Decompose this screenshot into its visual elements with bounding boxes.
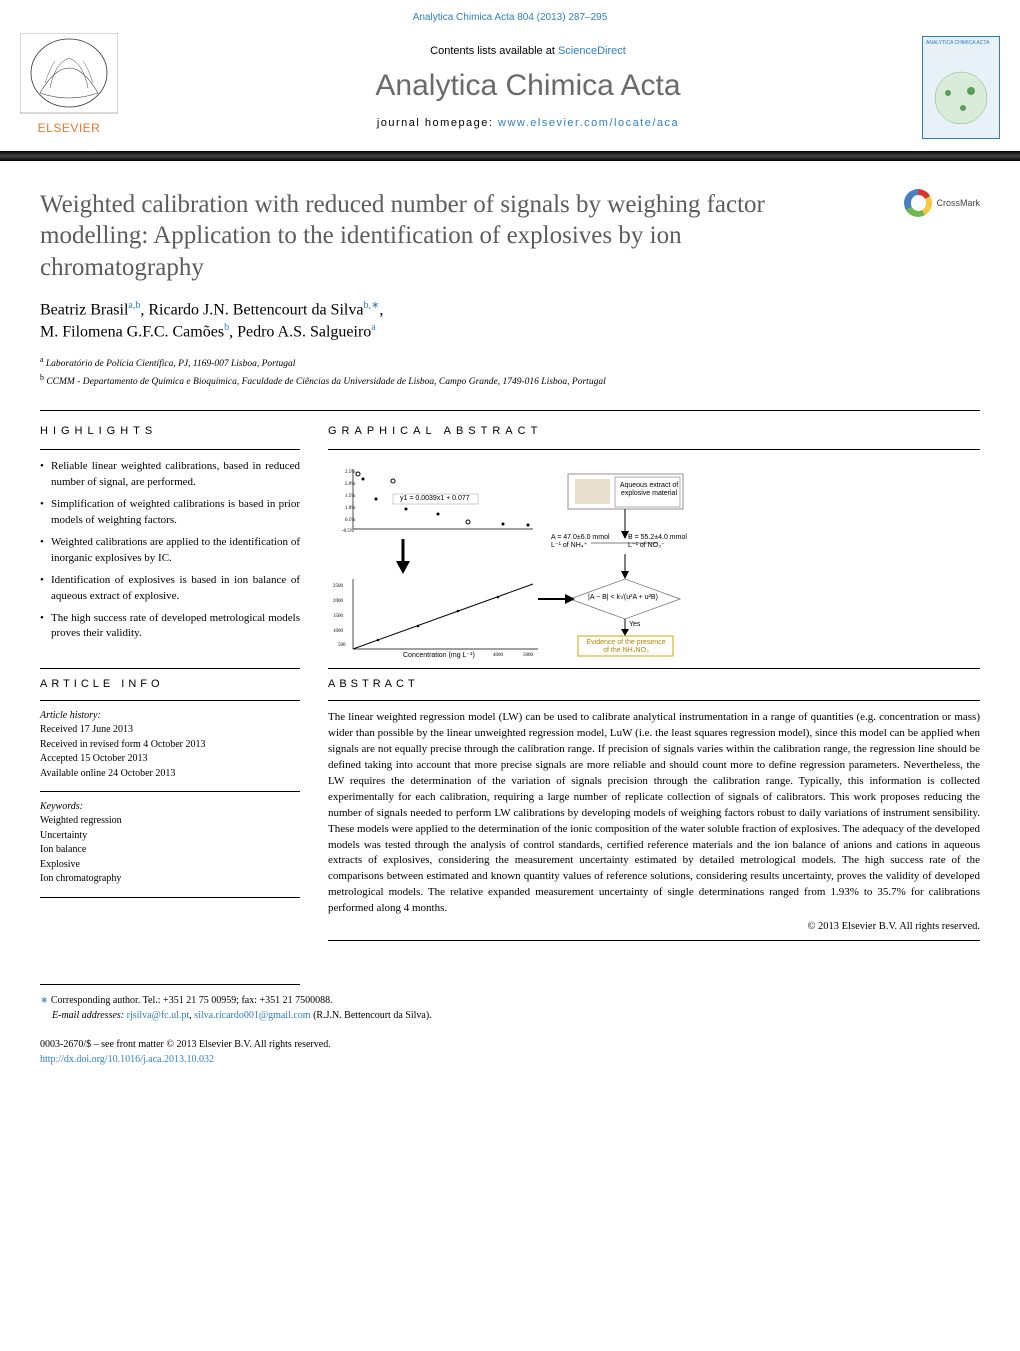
corresp-star[interactable]: ∗ (371, 300, 379, 311)
header-divider (0, 151, 1020, 161)
svg-text:1.0%: 1.0% (345, 506, 355, 511)
online-date: Available online 24 October 2013 (40, 767, 300, 782)
corresp-text: Corresponding author. Tel.: +351 21 75 0… (51, 995, 333, 1006)
cover-label: ANALYTICA CHIMICA ACTA (923, 37, 999, 49)
footer-correspondence: ∗ Corresponding author. Tel.: +351 21 75… (0, 985, 1020, 1023)
journal-cover-thumbnail: ANALYTICA CHIMICA ACTA (922, 36, 1000, 139)
svg-text:-0.5%: -0.5% (342, 529, 354, 534)
ga-result-b: B = 55.2±4.0 mmol L⁻¹ of NO₃⁻ (628, 534, 698, 549)
ga-xlabel: Concentration (mg L⁻¹) (403, 651, 475, 659)
highlights-list: Reliable linear weighted calibrations, b… (40, 459, 300, 642)
revised-date: Received in revised form 4 October 2013 (40, 738, 300, 753)
author-3: M. Filomena G.F.C. Camões (40, 324, 224, 341)
graphical-abstract-image: 2.5% 2.0% 1.5% 1.0% 0.5% -0.5% (328, 459, 708, 659)
abs-rule (328, 700, 980, 701)
copyright-line: © 2013 Elsevier B.V. All rights reserved… (328, 921, 980, 932)
abs-top-rule (328, 668, 980, 669)
keyword: Uncertainty (40, 829, 300, 844)
author-4-aff[interactable]: a (371, 322, 375, 333)
highlight-item: The high success rate of developed metro… (40, 611, 300, 643)
abstract-text: The linear weighted regression model (LW… (328, 710, 980, 917)
crossmark-icon (904, 189, 932, 217)
ai-top-rule (40, 668, 300, 669)
article-info-heading: ARTICLE INFO (40, 678, 300, 690)
issn-line: 0003-2670/$ – see front matter © 2013 El… (40, 1037, 980, 1052)
history-label: Article history: (40, 710, 300, 721)
author-2: Ricardo J.N. Bettencourt da Silva (148, 301, 363, 318)
svg-text:2.5%: 2.5% (345, 470, 355, 475)
ga-evidence: Evidence of the presence of the NH₄NO₃ (584, 639, 668, 654)
masthead: ELSEVIER Contents lists available at Sci… (0, 29, 1020, 151)
crossmark-badge[interactable]: CrossMark (904, 189, 980, 217)
keyword: Ion chromatography (40, 872, 300, 887)
affiliation-a: Laboratório de Polícia Científica, PJ, 1… (46, 359, 295, 369)
ga-result-a: A = 47.0±6.0 mmol L⁻¹ of NH₄⁺ (551, 534, 621, 549)
authors-line: Beatriz Brasila,b, Ricardo J.N. Bettenco… (40, 299, 980, 344)
highlight-item: Simplification of weighted calibrations … (40, 497, 300, 529)
ga-rule (328, 449, 980, 450)
svg-text:2000: 2000 (333, 599, 344, 604)
homepage-link[interactable]: www.elsevier.com/locate/aca (498, 117, 679, 129)
ga-aq-box: Aqueous extract of explosive material (619, 482, 679, 499)
svg-text:2.0%: 2.0% (345, 482, 355, 487)
author-2-aff[interactable]: b, (363, 300, 371, 311)
ga-ineq: |A − B| < k√(u²A + u²B) (588, 594, 658, 601)
rule-1 (40, 410, 980, 411)
highlight-item: Identification of explosives is based in… (40, 573, 300, 605)
abs-bottom-rule (328, 940, 980, 941)
email-label: E-mail addresses: (52, 1010, 127, 1021)
ga-yes: Yes (629, 621, 640, 628)
keyword: Weighted regression (40, 814, 300, 829)
author-1-aff[interactable]: a,b (128, 300, 140, 311)
abstract-heading: ABSTRACT (328, 678, 980, 690)
svg-text:2500: 2500 (333, 584, 344, 589)
elsevier-logo: ELSEVIER (20, 33, 118, 141)
header-link[interactable]: Analytica Chimica Acta 804 (2013) 287–29… (0, 0, 1020, 29)
keywords-label: Keywords: (40, 801, 300, 812)
email-link-2[interactable]: silva.ricardo001@gmail.com (194, 1010, 310, 1021)
kw-bottom-rule (40, 897, 300, 898)
received-date: Received 17 June 2013 (40, 723, 300, 738)
footer-meta: 0003-2670/$ – see front matter © 2013 El… (0, 1023, 1020, 1067)
author-4: Pedro A.S. Salgueiro (237, 324, 371, 341)
svg-text:4000: 4000 (493, 653, 504, 658)
graphical-abstract-heading: GRAPHICAL ABSTRACT (328, 425, 980, 437)
journal-homepage-line: journal homepage: www.elsevier.com/locat… (134, 117, 922, 129)
svg-text:1000: 1000 (333, 629, 344, 634)
email-link-1[interactable]: rjsilva@fc.ul.pt (127, 1010, 190, 1021)
highlights-rule (40, 449, 300, 450)
author-1: Beatriz Brasil (40, 301, 128, 318)
svg-text:1.5%: 1.5% (345, 494, 355, 499)
svg-text:0.5%: 0.5% (345, 518, 355, 523)
highlight-item: Reliable linear weighted calibrations, b… (40, 459, 300, 491)
svg-text:500: 500 (338, 643, 346, 648)
highlights-heading: HIGHLIGHTS (40, 425, 300, 437)
contents-prefix: Contents lists available at (430, 45, 558, 57)
svg-text:ELSEVIER: ELSEVIER (38, 121, 101, 135)
journal-title: Analytica Chimica Acta (134, 69, 922, 103)
author-3-aff[interactable]: b (224, 322, 229, 333)
svg-text:1500: 1500 (333, 614, 344, 619)
homepage-label: journal homepage: (377, 117, 498, 129)
masthead-center: Contents lists available at ScienceDirec… (134, 45, 922, 129)
affiliations: a Laboratório de Polícia Científica, PJ,… (40, 354, 980, 390)
sciencedirect-link[interactable]: ScienceDirect (558, 45, 626, 57)
svg-text:5000: 5000 (523, 653, 534, 658)
contents-list-label: Contents lists available at ScienceDirec… (134, 45, 922, 57)
article-title: Weighted calibration with reduced number… (40, 189, 835, 283)
keyword: Explosive (40, 858, 300, 873)
accepted-date: Accepted 15 October 2013 (40, 752, 300, 767)
ga-eq: y1 = 0.0039x1 + 0.077 (400, 495, 470, 502)
crossmark-label: CrossMark (936, 198, 980, 208)
affiliation-b: CCMM - Departamento de Química e Bioquím… (46, 377, 605, 387)
keyword: Ion balance (40, 843, 300, 858)
kw-rule (40, 791, 300, 792)
highlight-item: Weighted calibrations are applied to the… (40, 535, 300, 567)
ai-rule (40, 700, 300, 701)
doi-link[interactable]: http://dx.doi.org/10.1016/j.aca.2013.10.… (40, 1054, 214, 1065)
email-person: (R.J.N. Bettencourt da Silva). (311, 1010, 432, 1021)
